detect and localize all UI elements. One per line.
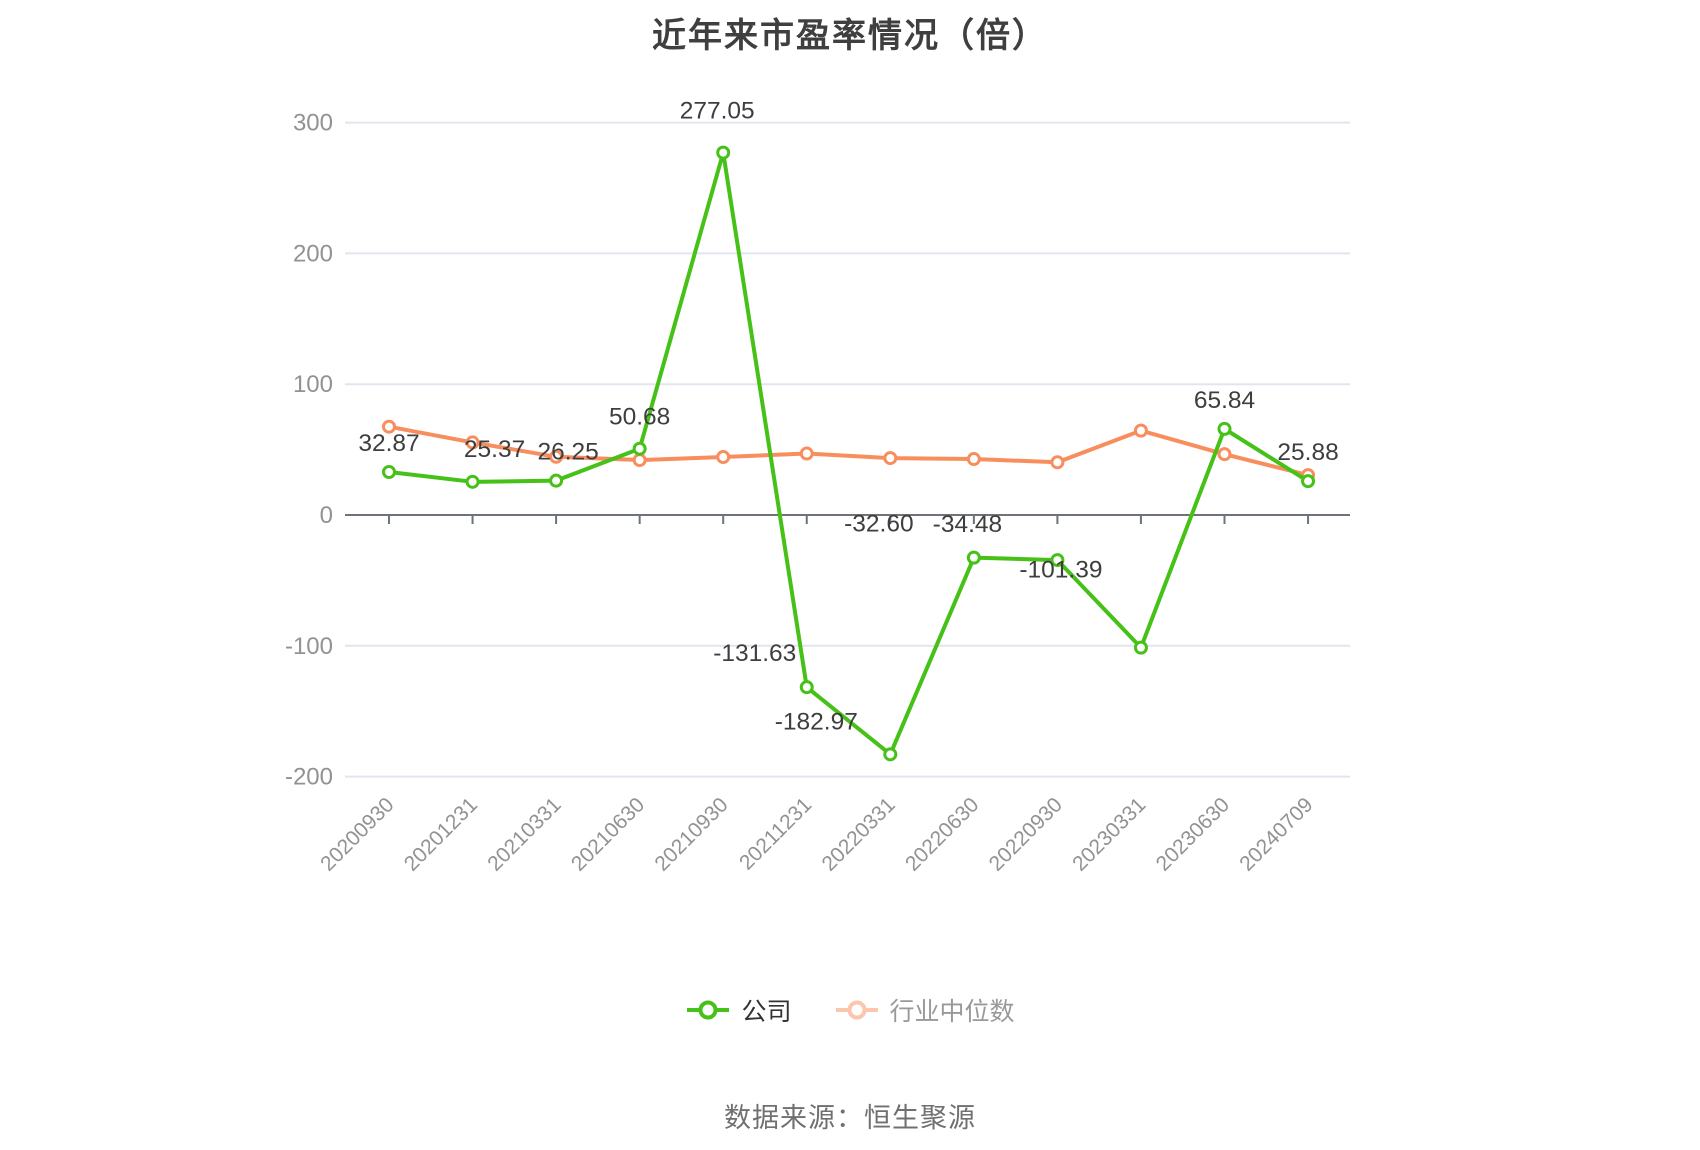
industry-data-point[interactable] (799, 446, 814, 461)
y-tick-label: 100 (293, 371, 333, 398)
company-data-point[interactable] (1050, 553, 1065, 568)
industry-data-point[interactable] (1050, 455, 1065, 470)
data-source-note: 数据来源：恒生聚源 (724, 1103, 976, 1133)
company-data-point[interactable] (1217, 421, 1232, 436)
industry-data-point[interactable] (716, 450, 731, 465)
y-tick-label: 0 (320, 502, 333, 529)
x-tick-label: 20201231 (400, 793, 482, 875)
industry-data-point[interactable] (1217, 447, 1232, 462)
company-point-label: -101.39 (1019, 557, 1102, 584)
chart-title: 近年来市盈率情况（倍） (652, 17, 1048, 55)
x-tick-label: 20200930 (316, 793, 398, 875)
company-point-label: -34.48 (933, 511, 1002, 538)
company-point-label: 50.68 (609, 404, 670, 431)
y-tick-label: -100 (285, 633, 333, 660)
x-tick-label: 20210630 (567, 793, 649, 875)
industry-data-point[interactable] (966, 452, 981, 467)
x-tick-label: 20210331 (483, 793, 565, 875)
company-data-point[interactable] (966, 550, 981, 565)
company-data-point[interactable] (883, 747, 898, 762)
company-point-label: 32.87 (358, 430, 419, 457)
company-point-label: -131.63 (713, 640, 796, 667)
industry-data-point[interactable] (883, 451, 898, 466)
company-point-label: -32.60 (844, 511, 913, 538)
company-data-point[interactable] (382, 465, 396, 480)
x-tick-label: 20220630 (901, 793, 983, 875)
company-line[interactable] (387, 150, 1311, 757)
legend-item-company[interactable]: 公司 (685, 992, 792, 1028)
company-data-point[interactable] (716, 145, 731, 160)
y-tick-label: 300 (293, 110, 333, 137)
x-tick-label: 20230331 (1068, 793, 1150, 875)
industry-data-point[interactable] (632, 453, 647, 468)
company-data-point[interactable] (1133, 640, 1148, 655)
company-point-label: 277.05 (680, 98, 755, 125)
x-tick-label: 20211231 (735, 793, 816, 874)
company-data-point[interactable] (799, 680, 814, 695)
industry-data-point[interactable] (1133, 423, 1148, 438)
chart-legend: 公司 行业中位数 (0, 992, 1700, 1028)
company-data-point[interactable] (1301, 474, 1316, 489)
x-tick-label: 20210930 (650, 793, 732, 875)
x-tick-label: 20220331 (818, 793, 900, 875)
company-point-label: 25.37 (464, 436, 525, 463)
company-point-label: 25.88 (1277, 439, 1338, 466)
industry-line[interactable] (387, 424, 1311, 478)
company-point-label: -182.97 (775, 708, 858, 735)
y-tick-label: -200 (285, 764, 333, 791)
company-data-point[interactable] (549, 473, 564, 488)
legend-item-industry-median[interactable]: 行业中位数 (834, 992, 1015, 1028)
legend-label-industry-median: 行业中位数 (889, 998, 1015, 1026)
company-point-label: 26.25 (537, 439, 598, 466)
x-tick-label: 20230630 (1152, 793, 1234, 875)
industry-data-point[interactable] (465, 435, 480, 450)
company-data-point[interactable] (632, 441, 647, 456)
y-tick-label: 200 (293, 240, 333, 267)
legend-label-company: 公司 (741, 998, 792, 1026)
company-series-marker-icon (687, 1000, 730, 1020)
industry-data-point[interactable] (382, 419, 396, 434)
company-data-point[interactable] (465, 474, 480, 489)
industry-data-point[interactable] (549, 449, 564, 464)
industry-series-marker-icon (835, 1000, 878, 1020)
x-tick-label: 20220930 (985, 793, 1067, 875)
company-point-label: 65.84 (1194, 387, 1255, 414)
x-tick-label: 20240709 (1235, 793, 1317, 875)
